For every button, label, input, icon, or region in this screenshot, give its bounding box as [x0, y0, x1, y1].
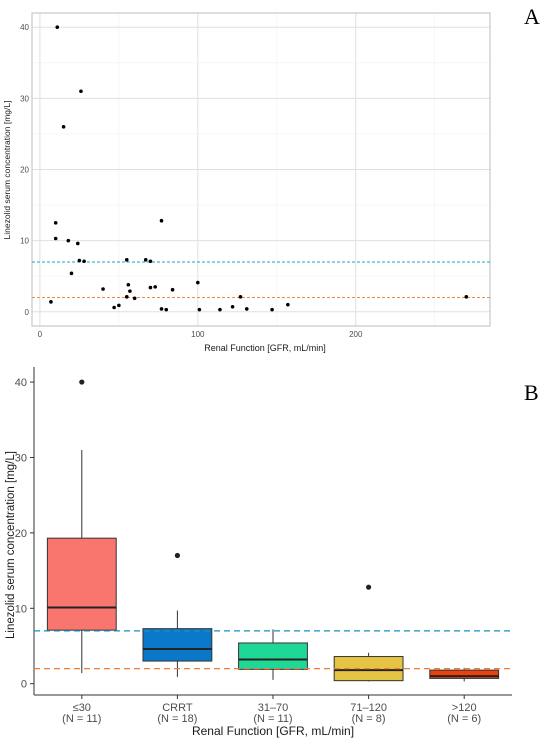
y-tick-labels-a: 0 10 20 30 40	[20, 23, 29, 317]
data-point	[464, 295, 469, 299]
data-point	[230, 304, 235, 309]
scatter-chart-a: 0 100 200 0 10 20 30 40 Renal Function [GFR, m…	[2, 4, 540, 353]
x-tick-count: (N = 11)	[253, 713, 292, 725]
data-point	[112, 305, 116, 310]
outlier-point	[79, 379, 85, 385]
data-point	[238, 295, 243, 299]
data-point	[101, 287, 105, 291]
x-tick-count: (N = 18)	[157, 713, 197, 725]
y-tick-label: 10	[15, 603, 27, 615]
y-tick-label: 30	[20, 94, 29, 103]
data-point	[117, 303, 121, 308]
plot-frame-a	[31, 12, 491, 327]
data-point	[124, 258, 129, 262]
box-4	[429, 667, 500, 682]
data-point	[55, 25, 60, 30]
y-tick-labels-b: 0 10 20 30 40	[15, 377, 34, 691]
data-point	[69, 271, 74, 276]
y-axis-label-b: Linezolid serum concentration [mg/L]	[5, 451, 17, 639]
outlier-point	[174, 552, 180, 559]
data-point	[148, 259, 153, 264]
x-axis-label-a: Renal Function [GFR, mL/min]	[204, 343, 326, 353]
x-tick-label: 200	[349, 330, 363, 339]
outlier-point	[366, 584, 372, 590]
box-1	[142, 552, 213, 677]
data-point	[76, 241, 80, 246]
data-point	[82, 259, 86, 264]
box-2	[238, 629, 308, 680]
x-tick-label: 0	[38, 330, 43, 339]
data-point	[170, 287, 175, 292]
panel-label-b: B	[524, 380, 539, 405]
box-3	[333, 584, 404, 682]
y-tick-label: 20	[20, 166, 29, 175]
data-point	[143, 258, 148, 262]
data-point	[77, 258, 82, 263]
data-points-a	[49, 25, 469, 312]
data-point	[164, 307, 169, 312]
x-tick-label: 71–120	[350, 702, 387, 714]
y-tick-label: 40	[15, 377, 27, 389]
box-body	[142, 628, 213, 662]
data-point	[148, 285, 153, 290]
data-point	[79, 89, 83, 94]
data-point	[270, 307, 274, 312]
box-body	[238, 642, 308, 670]
y-tick-label: 30	[15, 452, 27, 464]
data-point	[49, 300, 53, 304]
data-point	[197, 307, 202, 312]
panel-label-a: A	[524, 4, 540, 29]
data-point	[196, 280, 200, 285]
box-body	[429, 669, 500, 679]
data-point	[153, 285, 157, 289]
box-body	[46, 537, 117, 631]
x-axis-label-b: Renal Function [GFR, mL/min]	[192, 724, 354, 738]
x-tick-label: 100	[191, 330, 205, 339]
data-point	[124, 295, 129, 299]
y-tick-label: 0	[25, 308, 30, 317]
x-tick-labels-a: 0 100 200	[38, 330, 363, 339]
data-point	[218, 307, 222, 312]
data-point	[126, 282, 131, 287]
y-tick-label: 10	[20, 237, 29, 246]
data-point	[286, 302, 290, 307]
data-point	[159, 218, 164, 223]
data-point	[244, 307, 249, 311]
boxes-b	[46, 379, 500, 682]
y-tick-label: 20	[15, 528, 27, 540]
x-tick-label: >120	[452, 702, 477, 714]
data-point	[61, 125, 66, 129]
data-point	[53, 236, 58, 241]
x-tick-count: (N = 11)	[62, 713, 101, 725]
x-tick-label: CRRT	[162, 702, 193, 714]
x-tick-labels-b: ≤30(N = 11)CRRT(N = 18)31–70(N = 11)71–1…	[62, 695, 481, 725]
data-point	[128, 289, 132, 293]
reference-lines-a	[32, 261, 490, 299]
y-axis-label-a: Linezolid serum concentration [mg/L]	[2, 101, 12, 240]
box-0	[46, 379, 117, 674]
box-chart-b: ≤30(N = 11)CRRT(N = 18)31–70(N = 11)71–1…	[5, 367, 539, 738]
x-tick-count: (N = 8)	[352, 713, 386, 725]
grid-a	[32, 13, 490, 326]
y-tick-label: 40	[20, 23, 29, 32]
x-tick-count: (N = 6)	[447, 713, 481, 725]
y-tick-label: 0	[21, 679, 27, 691]
x-tick-label: 31–70	[258, 702, 289, 714]
data-point	[66, 238, 71, 243]
data-point	[132, 296, 137, 301]
data-point	[159, 307, 164, 311]
x-tick-label: ≤30	[73, 702, 91, 714]
data-point	[53, 221, 58, 225]
